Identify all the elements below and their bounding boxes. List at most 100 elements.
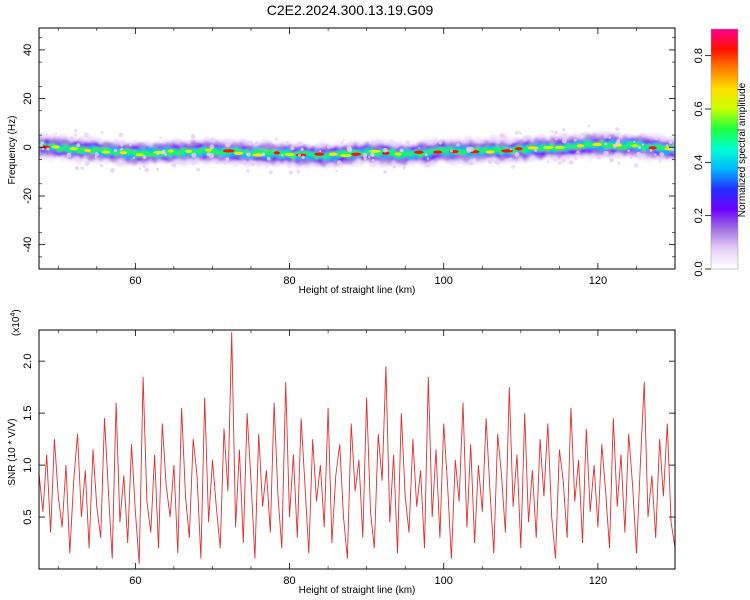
spectral-speckle xyxy=(399,148,404,153)
y-tick-label: 0.5 xyxy=(22,509,34,524)
spectral-speckle xyxy=(587,124,591,128)
spectral-speckle xyxy=(156,152,160,156)
spectral-speckle xyxy=(649,149,653,152)
spectral-speckle xyxy=(195,140,199,143)
spectral-speckle xyxy=(342,139,345,142)
colorbar-tick-label: 0.6 xyxy=(693,101,705,116)
ridge-hotspot xyxy=(328,152,338,156)
spectral-speckle xyxy=(288,170,293,175)
spectral-speckle xyxy=(654,153,657,156)
spectral-speckle xyxy=(109,167,115,173)
spectral-speckle xyxy=(297,153,301,157)
spectral-speckle xyxy=(363,156,367,160)
spectral-speckle xyxy=(658,159,662,163)
spectral-speckle xyxy=(76,143,81,148)
spectral-speckle xyxy=(41,147,45,151)
spectral-speckle xyxy=(392,165,397,169)
spectral-speckle xyxy=(402,165,406,170)
ridge-hotspot xyxy=(84,148,92,153)
x-tick-label: 60 xyxy=(129,575,141,587)
spectral-speckle xyxy=(439,138,443,142)
spectral-speckle xyxy=(100,131,104,134)
spectral-speckle xyxy=(629,156,633,160)
ridge-hotspot xyxy=(382,151,390,155)
x-tick-label: 120 xyxy=(589,275,607,287)
spectral-speckle xyxy=(225,157,230,161)
spectral-speckle xyxy=(336,160,342,165)
spectral-speckle xyxy=(425,162,431,168)
spectral-speckle xyxy=(603,150,609,156)
spectral-speckle xyxy=(80,166,84,171)
spectral-speckle xyxy=(656,155,661,160)
spectral-speckle xyxy=(514,131,519,135)
spectral-speckle xyxy=(627,149,630,153)
spectrogram-panel: 60 80 100 120 -40 -20 0 20 40 Height of straight… xyxy=(7,27,676,296)
spectral-speckle xyxy=(209,144,215,150)
spectral-speckle xyxy=(39,144,43,148)
spectral-speckle xyxy=(94,152,99,157)
spectral-speckle xyxy=(319,149,322,153)
spectral-speckle xyxy=(546,160,550,164)
spectral-speckle xyxy=(426,157,429,160)
spectral-speckle xyxy=(285,141,290,145)
spectral-speckle xyxy=(74,128,78,133)
spectral-speckle xyxy=(581,133,585,137)
spectral-speckle xyxy=(550,130,554,133)
ridge-band xyxy=(39,140,675,160)
spectral-speckle xyxy=(113,149,118,153)
snr-y-scale-exponent: 4 xyxy=(10,313,17,317)
snr-y-scale-label: (x104) xyxy=(10,309,22,336)
spectral-speckle xyxy=(468,161,473,166)
ridge-hotspot xyxy=(295,153,307,157)
spectral-speckle xyxy=(246,169,250,173)
spectral-speckle xyxy=(468,146,474,153)
spectral-speckle xyxy=(561,138,567,144)
ridge-hotspot xyxy=(119,151,128,155)
spectral-speckle xyxy=(268,170,273,175)
ridge-hotspot xyxy=(340,153,352,158)
spectrogram-y-label: Frequency (Hz) xyxy=(7,116,18,185)
spectral-speckle xyxy=(568,159,574,165)
spectral-speckle xyxy=(301,155,305,160)
spectral-speckle xyxy=(617,161,621,165)
spectral-speckle xyxy=(297,142,302,146)
ridge-hotspot xyxy=(101,150,111,154)
ridge-hotspot xyxy=(527,146,539,150)
spectral-speckle xyxy=(129,143,133,147)
colorbar-tick-label: 0.8 xyxy=(693,48,705,63)
x-tick-label: 80 xyxy=(283,575,295,587)
spectral-speckle xyxy=(100,163,104,168)
ridge-hotspot xyxy=(252,153,265,157)
spectral-speckle xyxy=(206,152,211,157)
colorbar-label: Normalized spectral amplitude xyxy=(737,82,748,217)
spectral-speckle xyxy=(494,159,500,165)
snr-plot-area xyxy=(39,330,675,569)
spectral-speckle xyxy=(613,144,617,148)
spectrogram-axes: 60 80 100 120 -40 -20 0 20 40 xyxy=(22,28,676,287)
spectral-speckle xyxy=(120,147,124,151)
ridge-hotspot xyxy=(51,145,60,149)
spectral-speckle xyxy=(251,161,256,166)
spectral-speckle xyxy=(74,165,80,171)
spectral-speckle xyxy=(216,160,220,164)
spectral-speckle xyxy=(418,146,421,149)
spectral-speckle xyxy=(487,159,493,164)
ridge-hotspot xyxy=(631,144,639,148)
spectral-speckle xyxy=(604,142,608,146)
spectral-speckle xyxy=(138,167,142,171)
ridge-hotspot xyxy=(135,153,144,157)
spectral-speckle xyxy=(170,163,174,167)
spectral-speckle xyxy=(439,141,443,145)
spectral-speckle xyxy=(424,153,428,157)
spectral-speckle xyxy=(156,167,160,171)
x-tick-label: 60 xyxy=(129,275,141,287)
ridge-hotspot xyxy=(576,144,584,148)
spectral-speckle xyxy=(46,147,50,151)
chart-title: C2E2.2024.300.13.19.G09 xyxy=(267,2,434,18)
x-tick-label: 80 xyxy=(283,275,295,287)
spectral-speckle xyxy=(518,131,522,135)
ridge-hotspot xyxy=(394,152,402,156)
spectrogram-frame xyxy=(38,27,676,270)
ridge-hotspot xyxy=(185,149,193,153)
ridge-hotspot xyxy=(351,152,362,156)
